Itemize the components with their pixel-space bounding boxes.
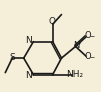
Text: −: − — [89, 54, 94, 59]
Text: O: O — [49, 17, 56, 26]
Text: NH₂: NH₂ — [66, 70, 83, 79]
Text: N: N — [25, 71, 32, 80]
Text: O: O — [85, 52, 92, 61]
Text: O: O — [85, 31, 92, 40]
Text: N: N — [25, 36, 32, 45]
Text: +: + — [77, 41, 81, 46]
Text: S: S — [10, 53, 16, 62]
Text: N: N — [73, 41, 79, 50]
Text: −: − — [89, 33, 94, 38]
